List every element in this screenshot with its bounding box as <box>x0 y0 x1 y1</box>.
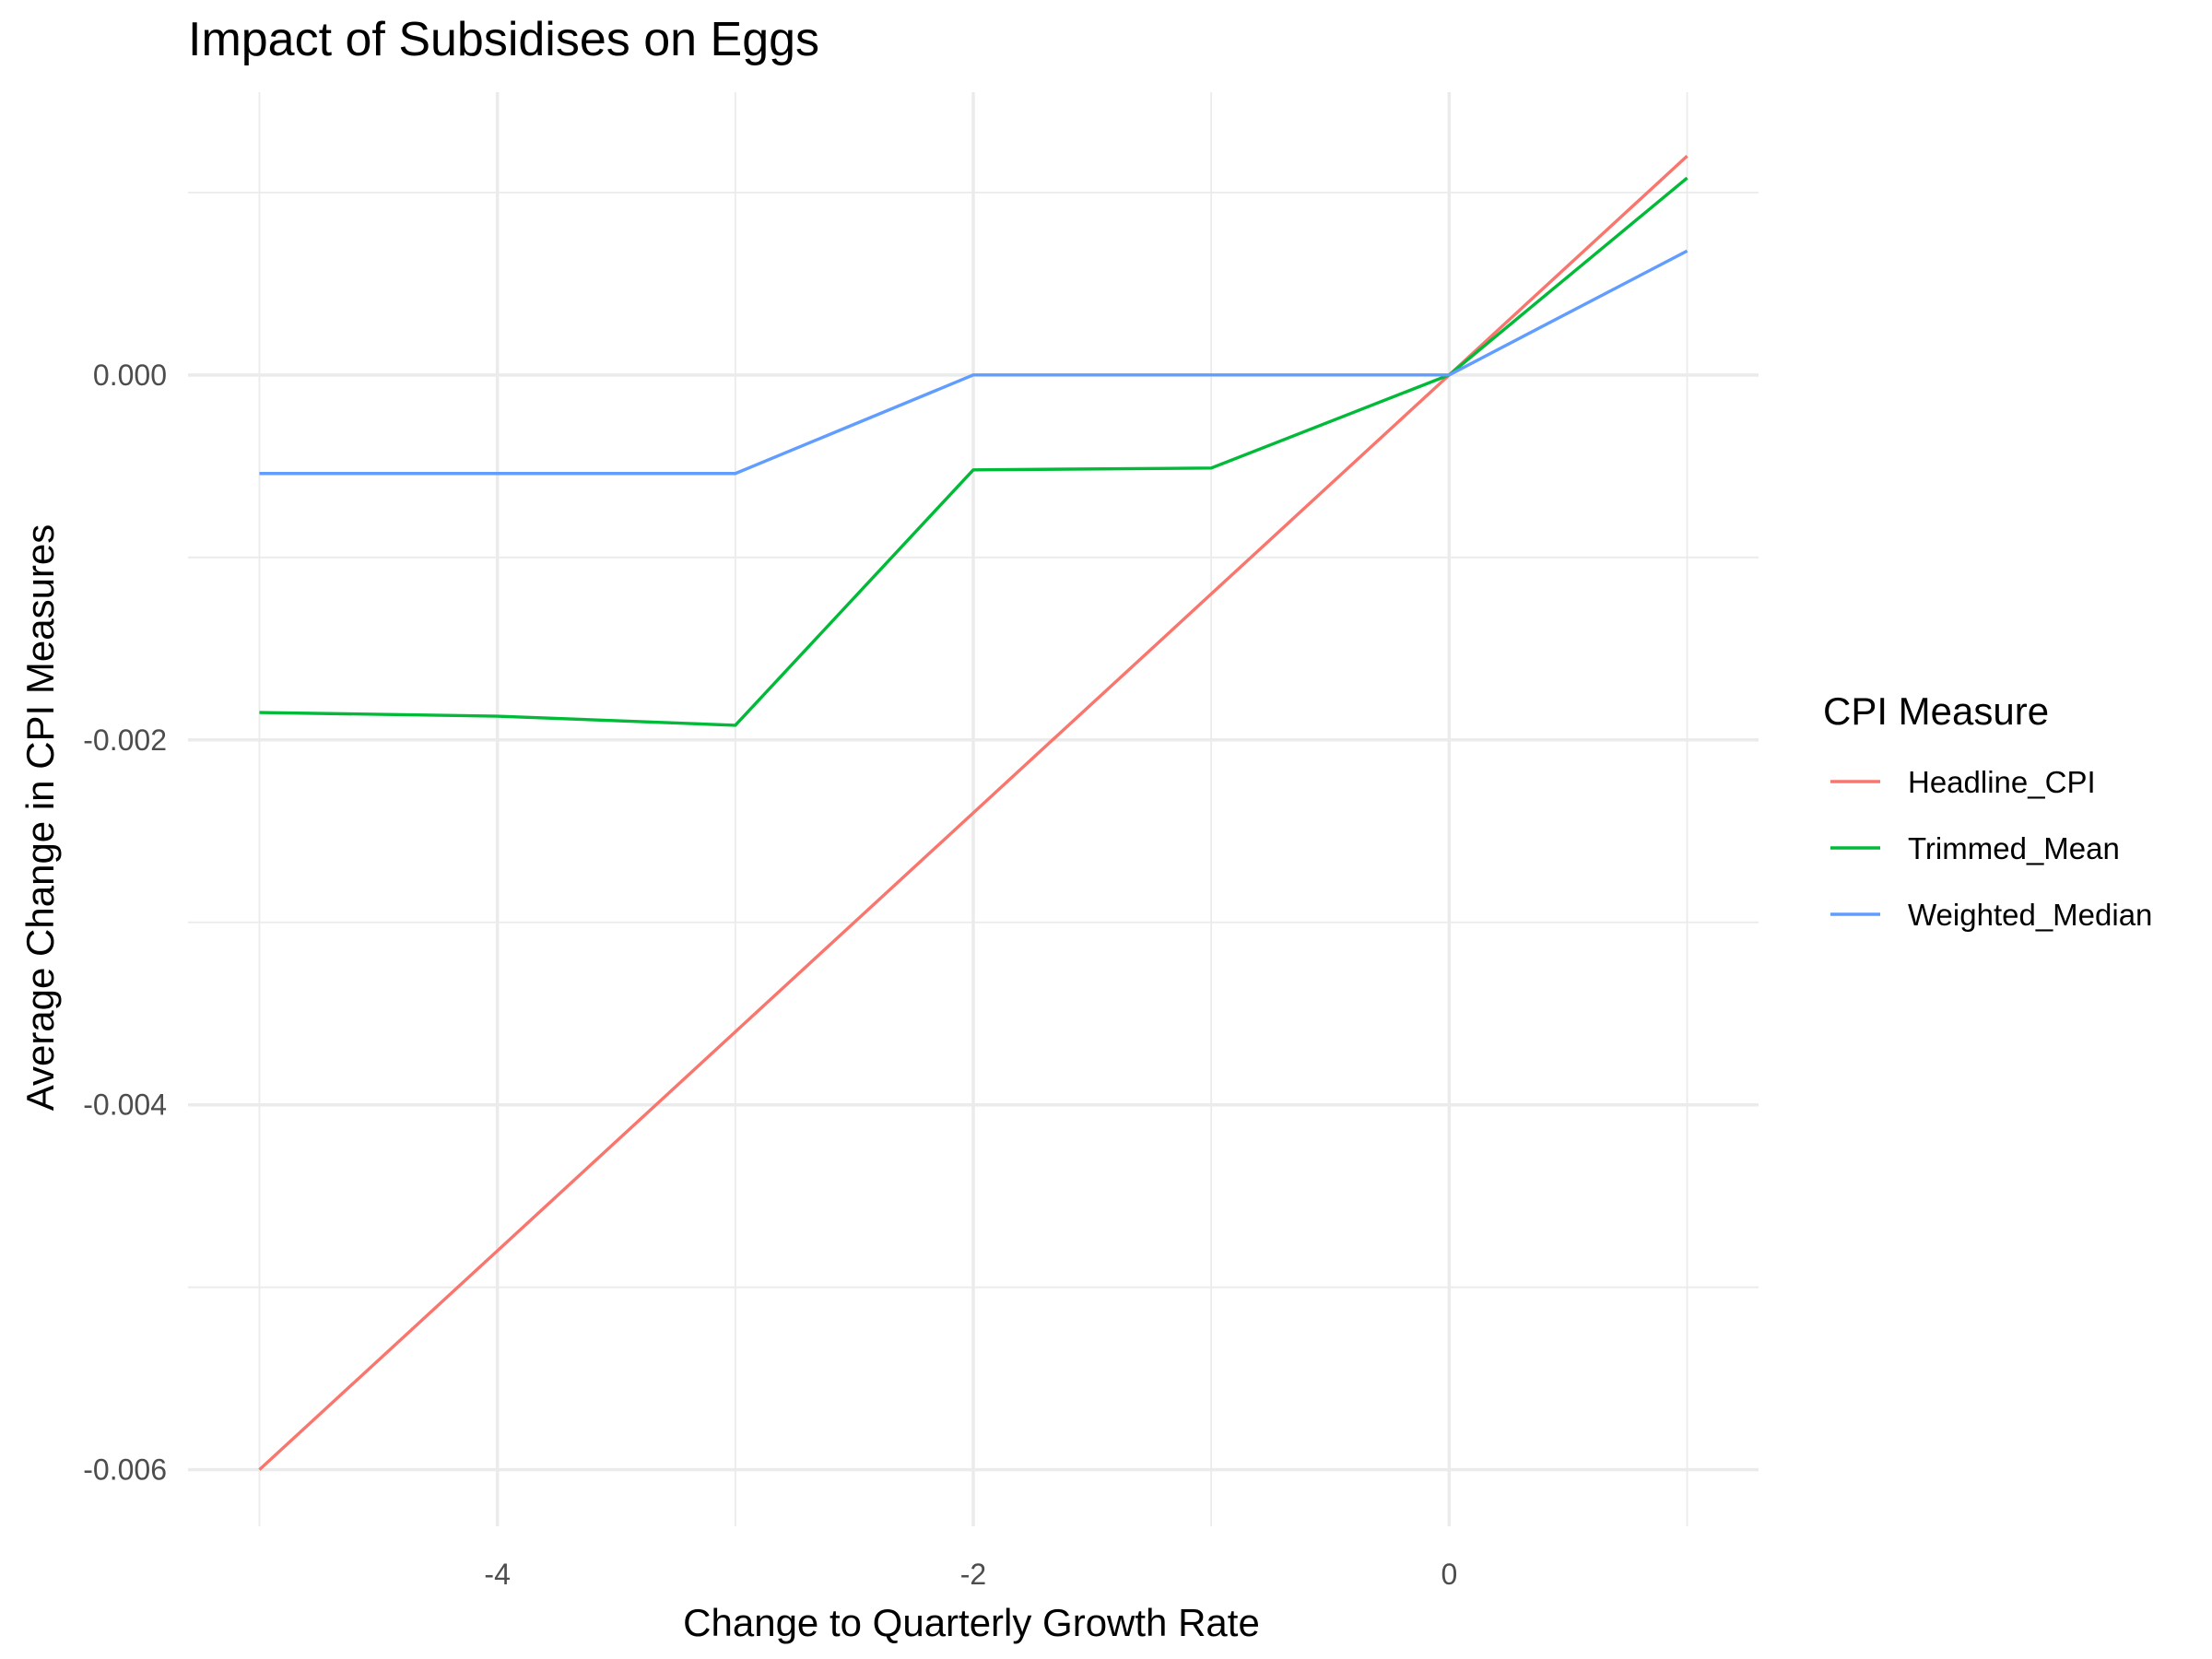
legend-items: Headline_CPI Trimmed_Mean Weighted_Median <box>1830 765 2152 932</box>
x-tick-label: -4 <box>484 1558 510 1591</box>
legend: CPI Measure Headline_CPI Trimmed_Mean Weig… <box>1823 689 2152 932</box>
series-lines <box>258 155 1688 1471</box>
x-tick-label: -2 <box>960 1558 986 1591</box>
x-axis-ticks: -4 -2 0 <box>484 1558 1457 1591</box>
y-tick-label: -0.004 <box>83 1088 167 1122</box>
legend-item: Headline_CPI <box>1830 765 2096 799</box>
grid <box>188 92 1759 1526</box>
y-axis-title: Average Change in CPI Measures <box>18 524 62 1112</box>
chart-title: Impact of Subsidises on Eggs <box>188 13 819 66</box>
legend-item: Trimmed_Mean <box>1830 831 2120 865</box>
y-tick-label: -0.002 <box>83 724 167 757</box>
legend-item: Weighted_Median <box>1830 898 2152 932</box>
x-tick-label: 0 <box>1441 1558 1457 1591</box>
y-axis-ticks: -0.006 -0.004 -0.002 0.000 <box>83 359 167 1487</box>
y-tick-label: -0.006 <box>83 1453 167 1487</box>
legend-label: Weighted_Median <box>1908 898 2152 932</box>
legend-label: Trimmed_Mean <box>1908 831 2120 865</box>
y-tick-label: 0.000 <box>93 359 167 392</box>
legend-title: CPI Measure <box>1823 689 2049 733</box>
series-line-weighted-median <box>259 249 1688 476</box>
legend-label: Headline_CPI <box>1908 765 2096 799</box>
x-axis-title: Change to Quarterly Growth Rate <box>683 1601 1260 1644</box>
